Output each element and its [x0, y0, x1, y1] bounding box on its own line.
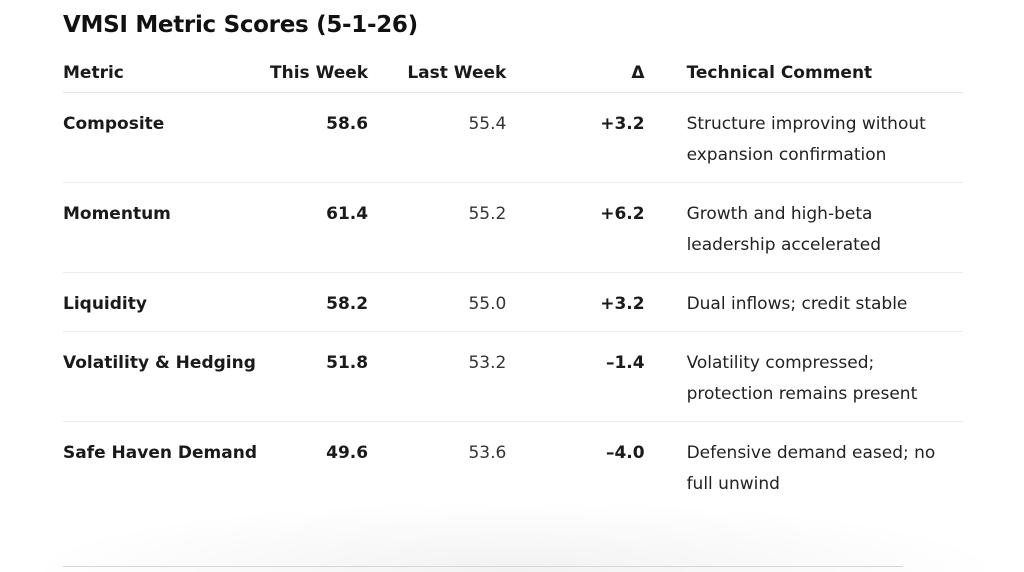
page-title: VMSI Metric Scores (5-1-26) [63, 12, 418, 38]
header-this-week: This Week [270, 63, 369, 83]
metric-name: Volatility & Hedging [63, 353, 256, 373]
table-row: Liquidity 58.2 55.0 +3.2 Dual inflows; c… [63, 273, 963, 332]
table-row: Momentum 61.4 55.2 +6.2 Growth and high-… [63, 183, 963, 273]
technical-comment: Structure improving without expansion co… [686, 114, 926, 165]
table-row: Volatility & Hedging 51.8 53.2 –1.4 Vola… [63, 332, 963, 422]
metric-name: Composite [63, 114, 165, 134]
last-week-value: 53.2 [468, 353, 507, 373]
header-technical-comment: Technical Comment [686, 63, 873, 83]
delta-value: –1.4 [605, 353, 645, 373]
this-week-value: 61.4 [326, 204, 369, 224]
table-header-row: Metric This Week Last Week Δ Technical C… [63, 58, 963, 93]
technical-comment: Dual inflows; credit stable [686, 294, 908, 314]
metric-name: Liquidity [63, 294, 147, 314]
header-delta: Δ [631, 63, 645, 83]
this-week-value: 51.8 [326, 353, 369, 373]
header-last-week: Last Week [407, 63, 507, 83]
metric-name: Momentum [63, 204, 171, 224]
table-row: Composite 58.6 55.4 +3.2 Structure impro… [63, 93, 963, 183]
delta-value: –4.0 [605, 443, 645, 463]
metric-name: Safe Haven Demand [63, 443, 257, 463]
this-week-value: 49.6 [326, 443, 369, 463]
this-week-value: 58.6 [326, 114, 369, 134]
last-week-value: 55.4 [468, 114, 507, 134]
technical-comment: Defensive demand eased; no full unwind [686, 443, 936, 494]
delta-value: +6.2 [600, 204, 645, 224]
last-week-value: 53.6 [468, 443, 507, 463]
this-week-value: 58.2 [326, 294, 369, 314]
delta-value: +3.2 [600, 114, 645, 134]
metric-scores-table: Metric This Week Last Week Δ Technical C… [63, 58, 963, 512]
footer-divider [63, 566, 903, 567]
header-metric: Metric [63, 63, 124, 83]
table-row: Safe Haven Demand 49.6 53.6 –4.0 Defensi… [63, 422, 963, 512]
last-week-value: 55.0 [468, 294, 507, 314]
technical-comment: Growth and high-beta leadership accelera… [686, 204, 882, 255]
footer-shadow [20, 500, 1010, 572]
delta-value: +3.2 [600, 294, 645, 314]
technical-comment: Volatility compressed; protection remain… [686, 353, 918, 404]
last-week-value: 55.2 [468, 204, 507, 224]
